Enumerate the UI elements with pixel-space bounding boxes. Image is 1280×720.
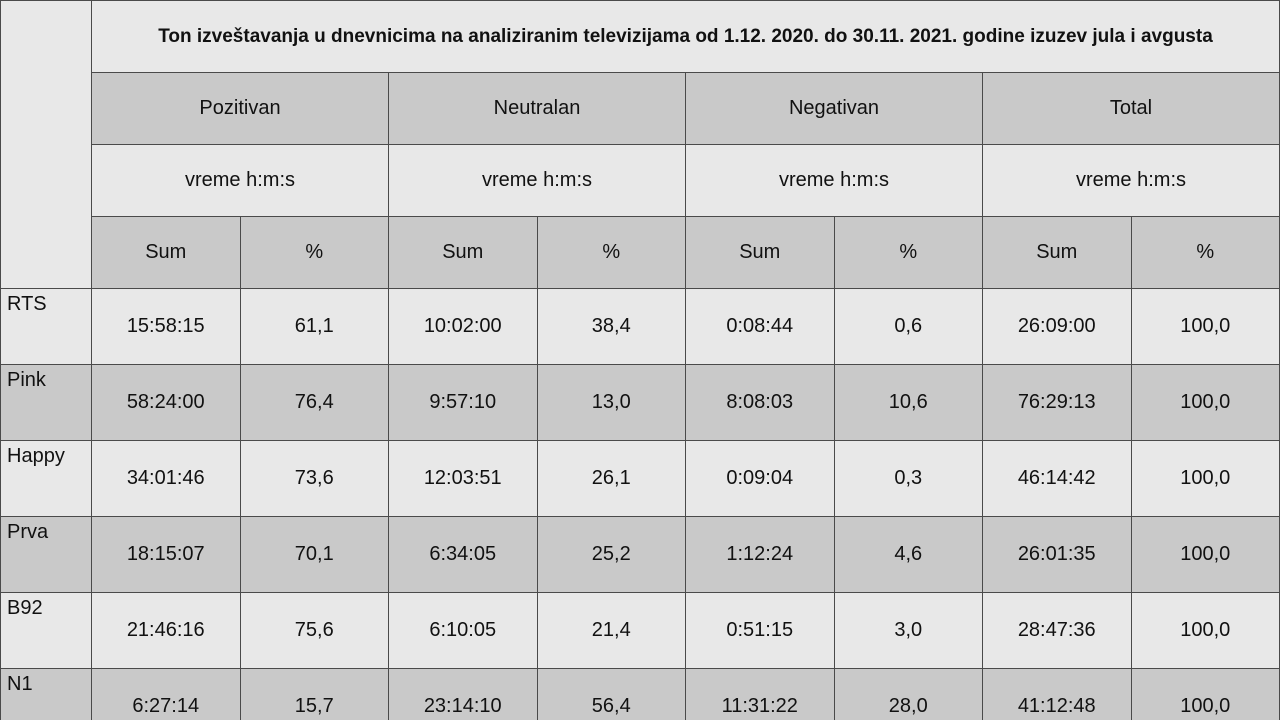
data-cell: 8:08:03	[685, 364, 835, 441]
sub-header: Sum	[685, 216, 835, 289]
data-cell: 41:12:48	[982, 668, 1132, 720]
sub-header: Sum	[388, 216, 538, 289]
group-header: Neutralan	[388, 72, 686, 145]
data-cell: 100,0	[1130, 364, 1280, 441]
data-cell: 0:51:15	[685, 592, 835, 669]
data-cell: 0,3	[833, 440, 983, 517]
data-cell: 25,2	[536, 516, 686, 593]
sub-header: %	[239, 216, 389, 289]
data-cell: 11:31:22	[685, 668, 835, 720]
data-cell: 28,0	[833, 668, 983, 720]
row-label: Happy	[0, 440, 92, 517]
data-cell: 46:14:42	[982, 440, 1132, 517]
data-cell: 1:12:24	[685, 516, 835, 593]
data-cell: 6:34:05	[388, 516, 538, 593]
table-row: N1 6:27:14 15,7 23:14:10 56,4 11:31:22 28,0 41:…	[0, 668, 1280, 720]
data-cell: 10,6	[833, 364, 983, 441]
sub-header: %	[536, 216, 686, 289]
table-row: B92 21:46:16 75,6 6:10:05 21,4 0:51:15 3,0 28:4…	[0, 592, 1280, 669]
data-cell: 76,4	[239, 364, 389, 441]
data-cell: 100,0	[1130, 516, 1280, 593]
data-cell: 12:03:51	[388, 440, 538, 517]
group-header: Negativan	[685, 72, 983, 145]
table-title: Ton izveštavanja u dnevnicima na analizi…	[91, 0, 1280, 73]
row-label: B92	[0, 592, 92, 669]
sub-header: Sum	[982, 216, 1132, 289]
data-cell: 9:57:10	[388, 364, 538, 441]
table-row: Prva 18:15:07 70,1 6:34:05 25,2 1:12:24 4,6 26:…	[0, 516, 1280, 593]
row-label: N1	[0, 668, 92, 720]
data-cell: 26:01:35	[982, 516, 1132, 593]
data-cell: 28:47:36	[982, 592, 1132, 669]
table-row: Ton izveštavanja u dnevnicima na analizi…	[0, 0, 1280, 289]
data-cell: 56,4	[536, 668, 686, 720]
data-cell: 100,0	[1130, 668, 1280, 720]
data-cell: 0:09:04	[685, 440, 835, 517]
table-row: RTS 15:58:15 61,1 10:02:00 38,4 0:08:44 0,6 26:…	[0, 288, 1280, 365]
data-cell: 3,0	[833, 592, 983, 669]
row-label: Prva	[0, 516, 92, 593]
data-cell: 38,4	[536, 288, 686, 365]
data-cell: 10:02:00	[388, 288, 538, 365]
data-cell: 18:15:07	[91, 516, 241, 593]
data-cell: 34:01:46	[91, 440, 241, 517]
row-label: Pink	[0, 364, 92, 441]
data-cell: 21,4	[536, 592, 686, 669]
data-cell: 76:29:13	[982, 364, 1132, 441]
data-cell: 100,0	[1130, 592, 1280, 669]
sub-header: Sum	[91, 216, 241, 289]
data-cell: 6:27:14	[91, 668, 241, 720]
unit-header: vreme h:m:s	[388, 144, 686, 217]
table-row: vreme h:m:s vreme h:m:s vreme h:m:s vreme h…	[1, 144, 1280, 217]
data-cell: 21:46:16	[91, 592, 241, 669]
data-cell: 26:09:00	[982, 288, 1132, 365]
data-cell: 58:24:00	[91, 364, 241, 441]
row-label: RTS	[0, 288, 92, 365]
table-row: Pozitivan Neutralan Negativan Total	[1, 72, 1280, 145]
unit-header: vreme h:m:s	[982, 144, 1280, 217]
data-cell: 100,0	[1130, 288, 1280, 365]
data-cell: 0,6	[833, 288, 983, 365]
data-cell: 4,6	[833, 516, 983, 593]
data-cell: 100,0	[1130, 440, 1280, 517]
group-header: Total	[982, 72, 1280, 145]
data-cell: 23:14:10	[388, 668, 538, 720]
data-cell: 70,1	[239, 516, 389, 593]
sub-header: %	[833, 216, 983, 289]
data-cell: 73,6	[239, 440, 389, 517]
corner-cell	[0, 0, 92, 289]
unit-header: vreme h:m:s	[91, 144, 389, 217]
sub-header: %	[1130, 216, 1280, 289]
table-row: Pink 58:24:00 76,4 9:57:10 13,0 8:08:03 10,6 76…	[0, 364, 1280, 441]
table-row: Sum% Sum% Sum% Sum%	[1, 216, 1280, 289]
table-row: Happy 34:01:46 73,6 12:03:51 26,1 0:09:04 0,3 4…	[0, 440, 1280, 517]
data-cell: 0:08:44	[685, 288, 835, 365]
data-cell: 26,1	[536, 440, 686, 517]
data-cell: 61,1	[239, 288, 389, 365]
data-cell: 75,6	[239, 592, 389, 669]
group-header: Pozitivan	[91, 72, 389, 145]
data-cell: 13,0	[536, 364, 686, 441]
unit-header: vreme h:m:s	[685, 144, 983, 217]
data-cell: 15,7	[239, 668, 389, 720]
data-cell: 6:10:05	[388, 592, 538, 669]
data-cell: 15:58:15	[91, 288, 241, 365]
